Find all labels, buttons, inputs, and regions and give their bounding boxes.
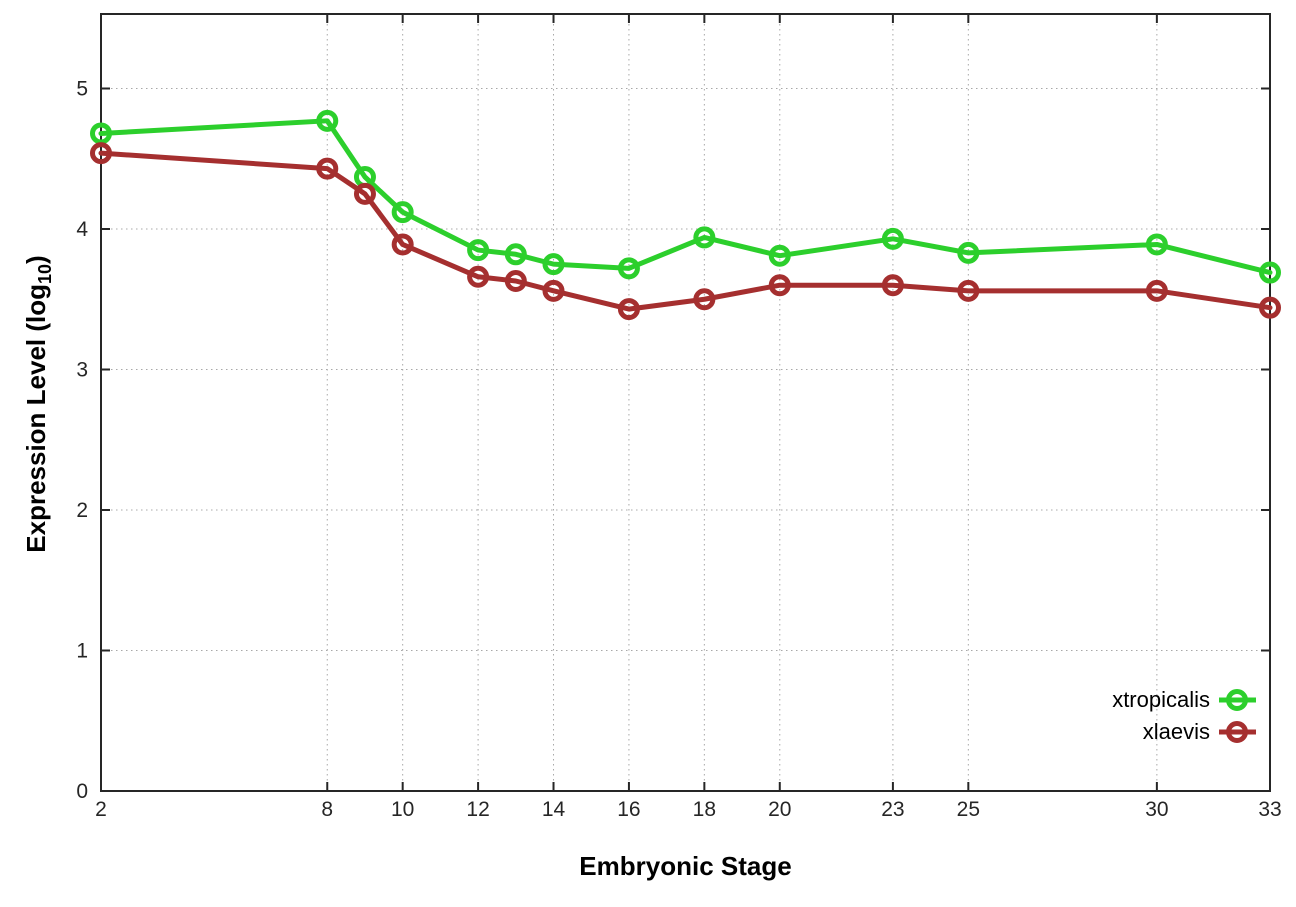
x-tick-label: 16 [617, 798, 640, 821]
x-tick-label: 18 [693, 798, 716, 821]
data-point-xlaevis [617, 298, 640, 321]
y-tick-label: 3 [76, 359, 88, 382]
x-tick-label: 25 [957, 798, 980, 821]
data-point-xtropicalis [693, 226, 716, 249]
x-tick-label: 23 [881, 798, 904, 821]
legend-label-xtropicalis: xtropicalis [1112, 687, 1210, 712]
y-tick-label: 1 [76, 640, 88, 663]
x-tick-label: 30 [1145, 798, 1168, 821]
y-tick-label: 0 [76, 780, 88, 803]
x-tick-label: 2 [95, 798, 107, 821]
data-point-xlaevis [353, 182, 376, 205]
y-tick-label: 4 [76, 218, 88, 241]
data-point-xtropicalis [504, 243, 527, 266]
data-point-xlaevis [693, 288, 716, 311]
series-line-xlaevis [98, 150, 1273, 312]
data-point-xtropicalis [90, 122, 112, 145]
data-point-xlaevis [504, 269, 527, 292]
x-tick-label: 12 [466, 798, 489, 821]
y-tick-label: 2 [76, 499, 88, 522]
data-point-xtropicalis [391, 201, 414, 224]
data-point-xtropicalis [617, 257, 640, 280]
data-point-xtropicalis [957, 241, 980, 264]
data-point-xtropicalis [316, 109, 339, 132]
x-tick-label: 8 [321, 798, 333, 821]
data-point-xtropicalis [1259, 261, 1281, 284]
x-tick-label: 33 [1258, 798, 1281, 821]
data-point-xlaevis [90, 142, 112, 165]
x-tick-label: 14 [542, 798, 566, 821]
data-point-xtropicalis [542, 253, 565, 276]
x-axis-title: Embryonic Stage [579, 851, 792, 881]
data-point-xlaevis [1259, 296, 1281, 319]
data-point-xlaevis [542, 279, 565, 302]
legend-marker-xlaevis [1226, 721, 1248, 743]
y-tick-label: 5 [76, 78, 88, 101]
series-line-xtropicalis [98, 118, 1273, 276]
data-point-xlaevis [391, 233, 414, 256]
y-axis-title: Expression Level (log10) [21, 104, 55, 704]
x-tick-label: 10 [391, 798, 414, 821]
data-point-xtropicalis [881, 227, 904, 250]
y-axis-title-text: Expression Level (log [21, 283, 51, 553]
data-point-xtropicalis [768, 244, 791, 267]
data-point-xtropicalis [1145, 233, 1168, 256]
legend-marker-xtropicalis [1226, 689, 1248, 711]
legend-label-xlaevis: xlaevis [1142, 719, 1210, 744]
data-point-xlaevis [1145, 279, 1168, 302]
data-point-xlaevis [881, 274, 904, 297]
y-axis-title-suffix: ) [21, 255, 51, 264]
x-tick-label: 20 [768, 798, 791, 821]
data-point-xlaevis [467, 265, 490, 288]
data-point-xlaevis [768, 274, 791, 297]
plot-border [100, 13, 1271, 792]
data-point-xlaevis [957, 279, 980, 302]
data-point-xlaevis [316, 157, 339, 180]
data-point-xtropicalis [467, 239, 490, 262]
y-axis-title-subscript: 10 [35, 263, 56, 284]
